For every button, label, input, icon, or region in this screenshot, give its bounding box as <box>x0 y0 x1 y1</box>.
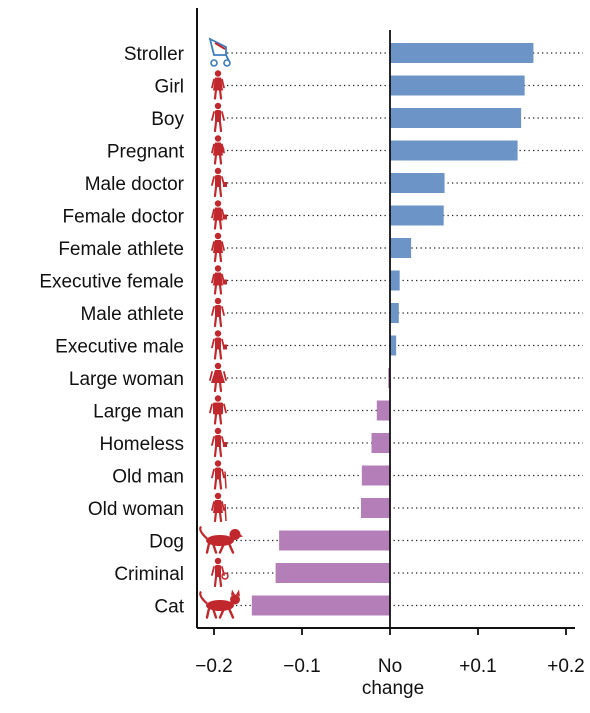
category-labels: Stroller Girl Boy Pregnant Male doctor Female… <box>39 44 184 618</box>
boy-icon <box>211 102 225 133</box>
character-icons <box>199 37 243 619</box>
category-label: Boy <box>151 109 184 130</box>
category-label: Female athlete <box>58 239 184 260</box>
bar-homeless <box>371 433 390 453</box>
bar-pregnant <box>390 140 518 161</box>
bar-female-athlete <box>390 238 412 258</box>
bar-girl <box>390 75 525 96</box>
bar-old-woman <box>360 498 390 518</box>
male-doctor-icon <box>211 167 227 198</box>
male-athlete-icon <box>211 297 225 328</box>
criminal-icon <box>211 557 229 588</box>
x-tick-label: −0.2 <box>195 656 233 677</box>
bar-male-athlete <box>390 303 399 323</box>
dog-icon <box>199 525 243 554</box>
x-tick-label: No <box>378 656 402 677</box>
executive-male-icon <box>211 330 227 360</box>
x-ticks: −0.2 −0.1 No +0.1 +0.2 <box>195 628 585 677</box>
x-tick-label: +0.2 <box>547 656 585 677</box>
category-label: Cat <box>154 597 184 618</box>
old-man-icon <box>211 460 227 490</box>
category-label: Large man <box>93 402 184 423</box>
bar-cat <box>251 595 390 616</box>
category-label: Male athlete <box>80 304 184 325</box>
category-label: Homeless <box>100 434 184 455</box>
bar-stroller <box>390 43 534 63</box>
x-axis-label: change <box>362 678 424 699</box>
bar-boy <box>390 108 522 128</box>
axes <box>196 8 575 629</box>
bar-criminal <box>275 563 390 583</box>
x-tick-label: −0.1 <box>283 656 321 677</box>
bar-executive-male <box>390 335 397 356</box>
category-label: Stroller <box>124 44 185 65</box>
category-label: Pregnant <box>107 142 185 163</box>
girl-icon <box>211 70 225 100</box>
homeless-icon <box>211 427 227 458</box>
stroller-icon <box>208 37 231 67</box>
bar-old-man <box>361 465 390 486</box>
category-label: Male doctor <box>85 174 185 195</box>
x-tick-label: +0.1 <box>459 656 497 677</box>
category-label: Executive male <box>55 337 184 358</box>
category-label: Old man <box>112 467 184 488</box>
executive-female-icon <box>211 265 227 295</box>
female-doctor-icon <box>211 200 227 230</box>
category-label: Female doctor <box>63 207 185 228</box>
category-label: Criminal <box>114 564 184 585</box>
bar-dog <box>279 530 390 551</box>
bar-female-doctor <box>390 205 444 226</box>
old-woman-icon <box>211 492 227 523</box>
cat-icon <box>199 589 240 619</box>
female-athlete-icon <box>211 232 225 263</box>
category-label: Old woman <box>88 499 184 520</box>
category-label: Executive female <box>39 272 184 293</box>
bar-large-man <box>376 400 390 421</box>
category-label: Dog <box>149 532 184 553</box>
bars <box>251 43 534 616</box>
category-label: Girl <box>154 77 184 98</box>
grid-lines <box>227 52 583 607</box>
bar-executive-female <box>390 270 400 291</box>
bar-male-doctor <box>390 173 445 193</box>
category-label: Large woman <box>69 369 184 390</box>
large-man-icon <box>209 395 227 425</box>
pregnant-woman-icon <box>211 135 225 165</box>
large-woman-icon <box>209 362 227 393</box>
